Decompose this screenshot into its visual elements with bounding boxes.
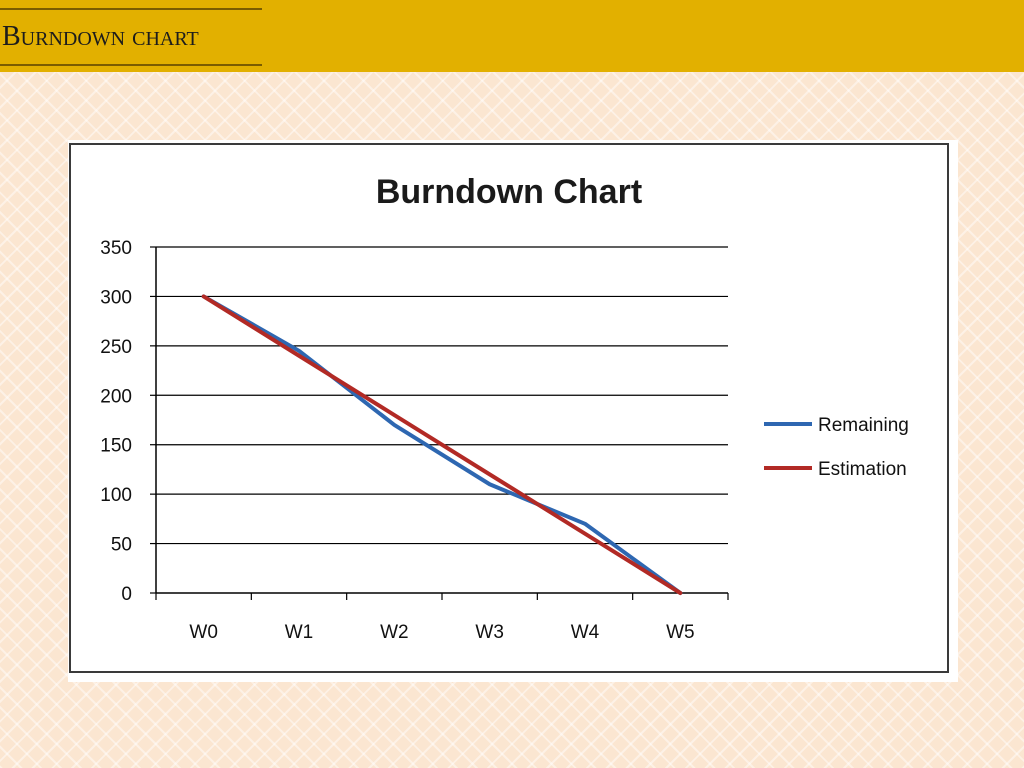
x-tick-label: W2 (380, 622, 409, 643)
header-bar: Burndown chart (0, 0, 1024, 72)
x-tick-label: W1 (285, 622, 314, 643)
legend: Remaining Estimation (764, 415, 909, 480)
y-tick-label: 50 (111, 535, 132, 556)
legend-label: Remaining (818, 415, 909, 436)
x-tick-label: W3 (475, 622, 504, 643)
y-tick-label: 200 (100, 386, 132, 407)
slide-title: Burndown chart (0, 8, 262, 66)
y-tick-label: 100 (100, 485, 132, 506)
y-tick-label: 300 (100, 287, 132, 308)
x-tick-label: W0 (189, 622, 218, 643)
legend-label: Estimation (818, 459, 907, 480)
y-tick-label: 0 (121, 584, 132, 605)
y-tick-label: 250 (100, 337, 132, 358)
series-line-estimation (201, 294, 683, 595)
chart-title: Burndown Chart (376, 173, 642, 211)
y-tick-label: 150 (100, 436, 132, 457)
x-tick-label: W5 (666, 622, 695, 643)
chart-border (69, 143, 949, 673)
series-line-remaining (201, 294, 683, 595)
x-tick-label: W4 (571, 622, 600, 643)
y-tick-label: 350 (100, 238, 132, 259)
axes: 0 50 100 150 200 250 300 350 W0 W1 W2 W3 W4 W5 (100, 238, 729, 643)
series-lines (201, 294, 683, 595)
